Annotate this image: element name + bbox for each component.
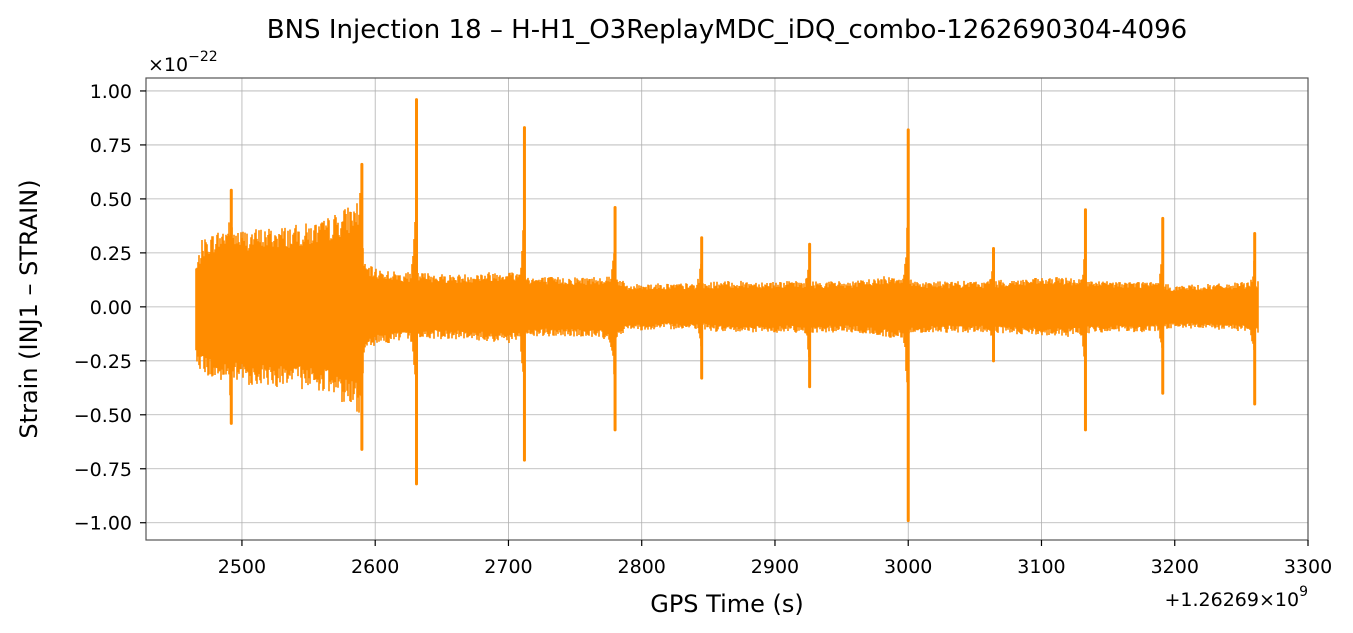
axes-frame <box>145 77 1309 541</box>
x-tick-labels: 2500 2600 2700 2800 2900 3000 3100 3200 3300 <box>218 556 1332 578</box>
chart-title: BNS Injection 18 – H-H1_O3ReplayMDC_iDQ_… <box>267 15 1187 45</box>
y-tick-label: 0.50 <box>90 189 132 211</box>
x-tick-label: 2800 <box>618 556 666 578</box>
x-axis-title: GPS Time (s) <box>650 590 804 618</box>
x-tick-label: 2500 <box>218 556 266 578</box>
y-tick-label: −0.50 <box>74 405 132 427</box>
x-tick-label: 2600 <box>351 556 399 578</box>
x-tick-label: 3200 <box>1151 556 1199 578</box>
x-tick-label: 2900 <box>751 556 799 578</box>
x-offset-base: +1.26269×10 <box>1164 589 1299 611</box>
plot-area <box>195 98 1259 523</box>
y-tick-label: −0.75 <box>74 459 132 481</box>
y-scale-label: ×10−22 <box>148 49 218 76</box>
tick-marks <box>140 90 1309 546</box>
x-tick-label: 3300 <box>1284 556 1332 578</box>
x-offset-label: +1.26269×109 <box>1164 584 1308 611</box>
x-tick-label: 2700 <box>484 556 532 578</box>
y-tick-label: 1.00 <box>90 81 132 103</box>
y-scale-exponent: −22 <box>188 49 218 65</box>
y-axis-title: Strain (INJ1 – STRAIN) <box>15 179 43 438</box>
y-scale-base: ×10 <box>148 54 188 76</box>
x-offset-exponent: 9 <box>1299 584 1308 600</box>
y-tick-labels: 1.00 0.75 0.50 0.25 0.00 −0.25 −0.50 −0.75 −1.00 <box>74 81 132 535</box>
x-tick-label: 3000 <box>884 556 932 578</box>
y-tick-label: 0.00 <box>90 297 132 319</box>
x-tick-label: 3100 <box>1017 556 1065 578</box>
strain-series-line <box>195 192 1259 413</box>
y-tick-label: 0.25 <box>90 243 132 265</box>
y-tick-label: −1.00 <box>74 513 132 535</box>
y-tick-label: 0.75 <box>90 135 132 157</box>
y-tick-label: −0.25 <box>74 351 132 373</box>
